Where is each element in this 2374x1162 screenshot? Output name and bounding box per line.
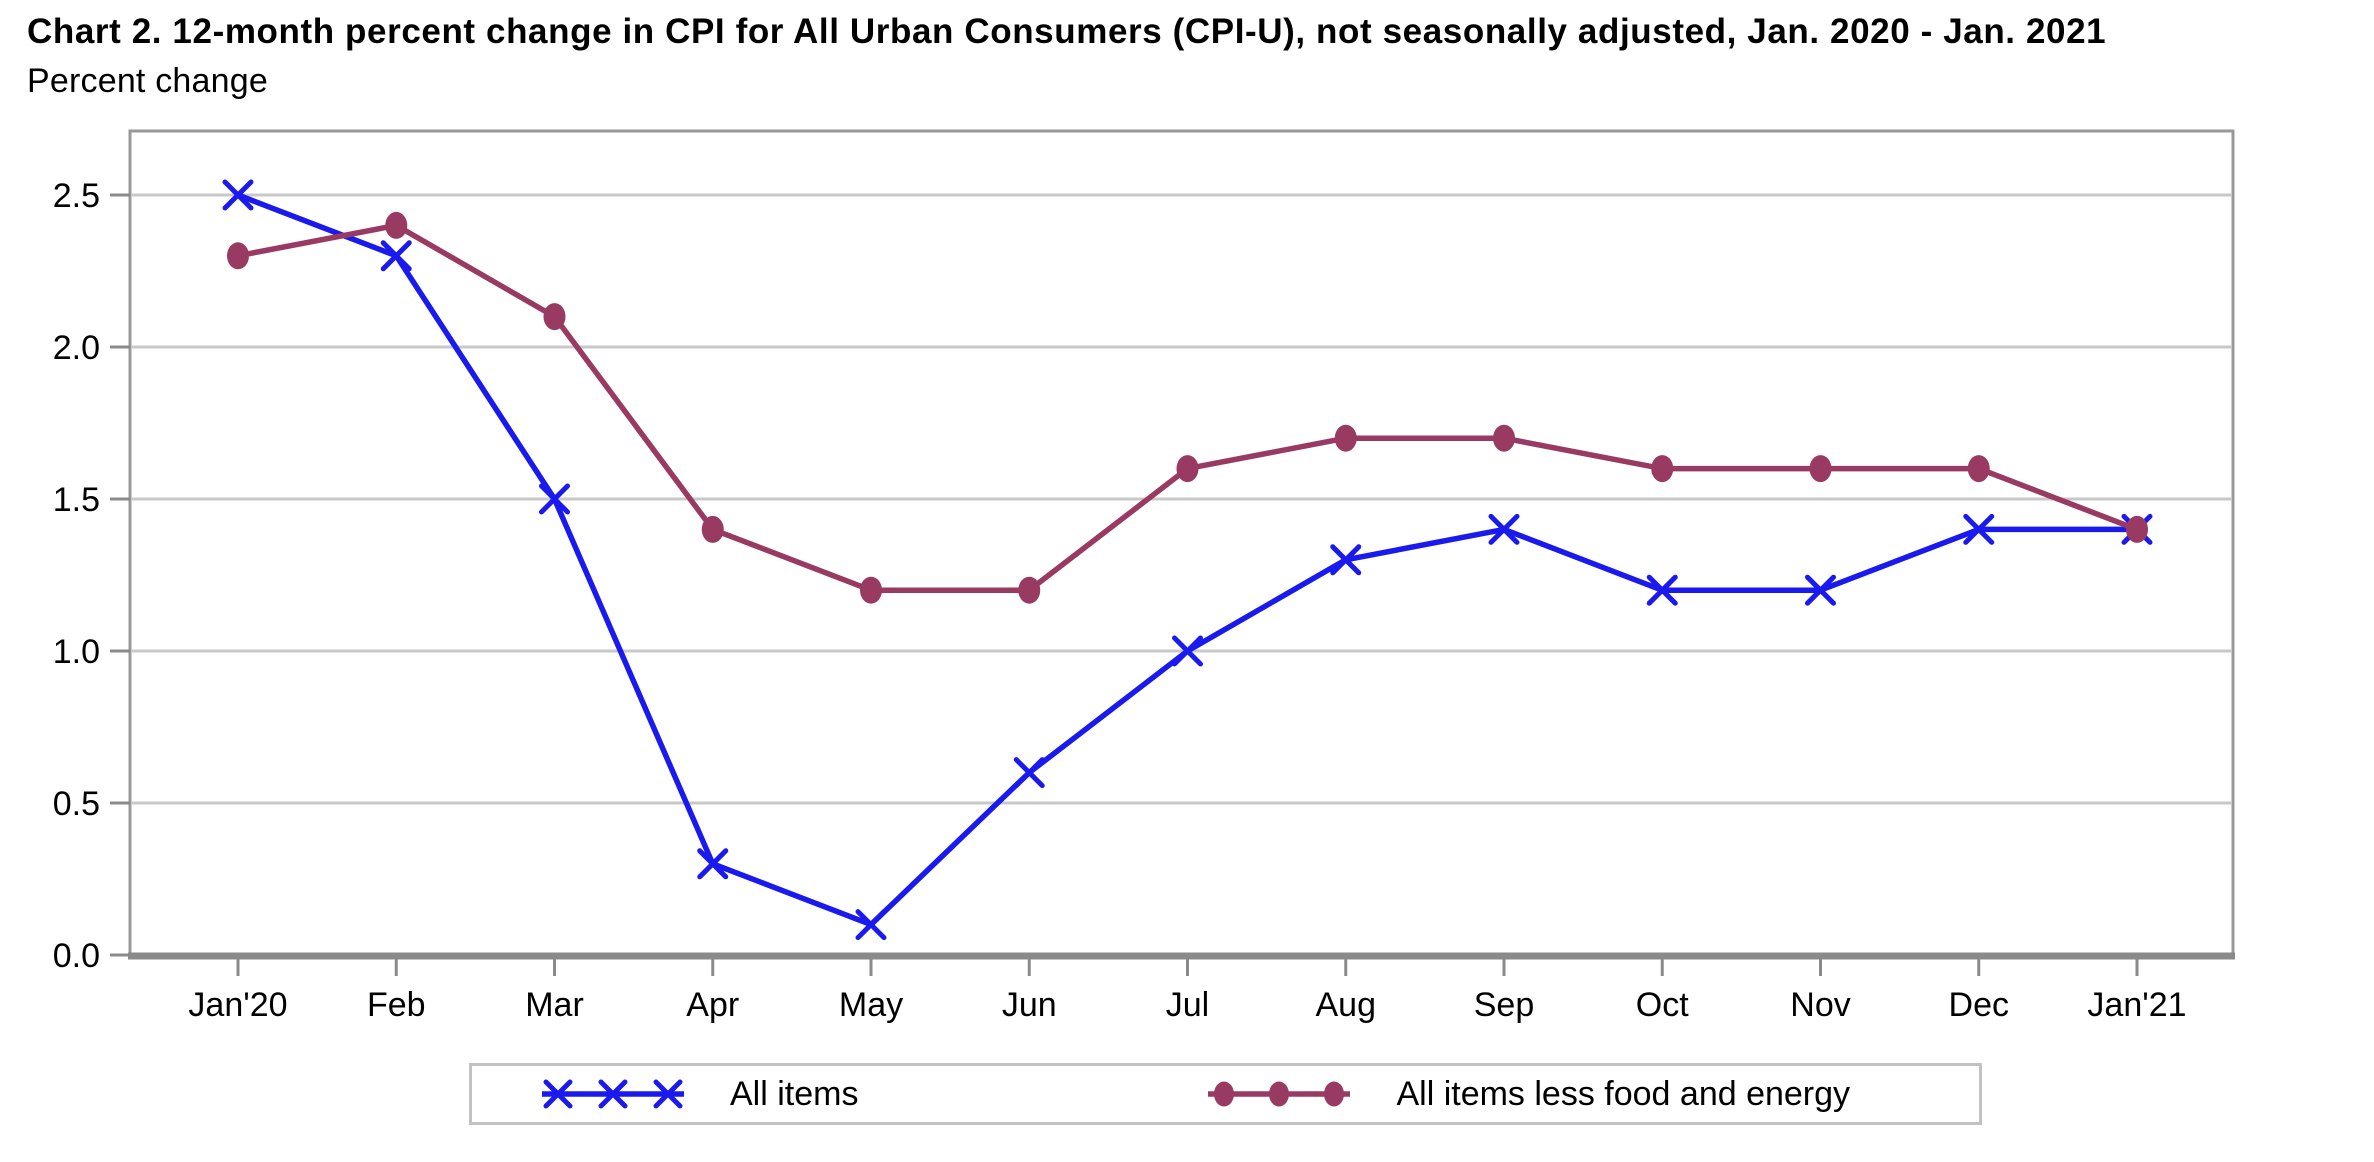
all-items-series-marker-icon — [542, 1079, 684, 1109]
series-point-dot-marker — [2126, 515, 2148, 543]
x-tick-label: Dec — [1949, 986, 2009, 1024]
series-point-dot-marker — [385, 211, 408, 239]
series-point-x-marker — [539, 483, 570, 515]
y-tick-label: 0.5 — [53, 785, 100, 823]
y-tick-label: 0.0 — [53, 937, 100, 975]
series-point-dot-marker — [1809, 455, 1832, 483]
series-point-dot-marker — [227, 242, 249, 270]
series-point-x-marker — [222, 179, 254, 211]
series-point-x-marker — [1013, 757, 1045, 789]
series-point-x-marker — [1488, 513, 1520, 545]
y-tick-label: 1.5 — [53, 481, 100, 519]
y-tick-label: 2.0 — [53, 329, 100, 367]
legend-marker-dot — [1324, 1081, 1345, 1107]
series-point-x-marker — [697, 848, 729, 880]
x-tick-label: Oct — [1636, 986, 1689, 1024]
x-tick-label: Jun — [1002, 986, 1057, 1024]
x-tick-label: Nov — [1790, 986, 1850, 1024]
series-point-x-marker — [1330, 544, 1362, 576]
series-point-dot-marker — [1967, 455, 1990, 483]
legend-marker-dot — [1214, 1081, 1235, 1107]
x-tick-label: Aug — [1316, 986, 1377, 1024]
legend-item-core: All items less food and energy — [1204, 1072, 1850, 1116]
x-tick-label: Jul — [1166, 986, 1209, 1024]
legend-label-all-items: All items — [730, 1074, 859, 1113]
x-tick-label: Jan'20 — [188, 986, 287, 1024]
x-tick-label: Sep — [1474, 986, 1535, 1024]
series-point-x-marker — [1963, 513, 1995, 545]
chart-title: Chart 2. 12-month percent change in CPI … — [27, 12, 2107, 51]
series-line — [237, 222, 2138, 593]
legend-marker-x — [653, 1079, 683, 1109]
series-point-x-marker — [1646, 574, 1678, 606]
series-point-dot-marker — [1176, 455, 1199, 483]
series-point-dot-marker — [1493, 424, 1515, 452]
legend-marker-x — [543, 1079, 573, 1109]
x-tick-label: Jan'21 — [2087, 986, 2186, 1024]
series-point-dot-marker — [1018, 576, 1041, 604]
y-axis-unit-label: Percent change — [27, 62, 268, 100]
legend-marker-x — [598, 1079, 628, 1109]
x-tick-label: May — [839, 986, 903, 1024]
series-line — [237, 192, 2137, 928]
series-point-dot-marker — [1651, 455, 1674, 483]
series-point-x-marker — [855, 909, 887, 941]
x-tick-label: Feb — [367, 986, 426, 1024]
series-1-group — [227, 211, 2148, 604]
legend-marker-dot — [1269, 1081, 1290, 1107]
series-point-dot-marker — [701, 515, 724, 543]
x-tick-label: Apr — [686, 986, 739, 1024]
series-point-dot-marker — [860, 576, 882, 604]
legend-label-core: All items less food and energy — [1396, 1074, 1851, 1113]
y-tick-label: 1.0 — [53, 633, 100, 671]
core-series-marker-icon — [1208, 1081, 1351, 1107]
legend-item-all-items: All items — [538, 1072, 858, 1116]
series-point-dot-marker — [1334, 424, 1357, 452]
legend-box: All items All items less food and energy — [469, 1063, 1982, 1125]
y-tick-label: 2.5 — [53, 177, 100, 215]
series-point-dot-marker — [543, 303, 566, 331]
series-point-x-marker — [380, 240, 412, 272]
series-0-group — [222, 179, 2153, 941]
x-tick-label: Mar — [525, 986, 584, 1024]
series-point-x-marker — [1172, 635, 1203, 667]
series-point-x-marker — [1805, 574, 1836, 606]
